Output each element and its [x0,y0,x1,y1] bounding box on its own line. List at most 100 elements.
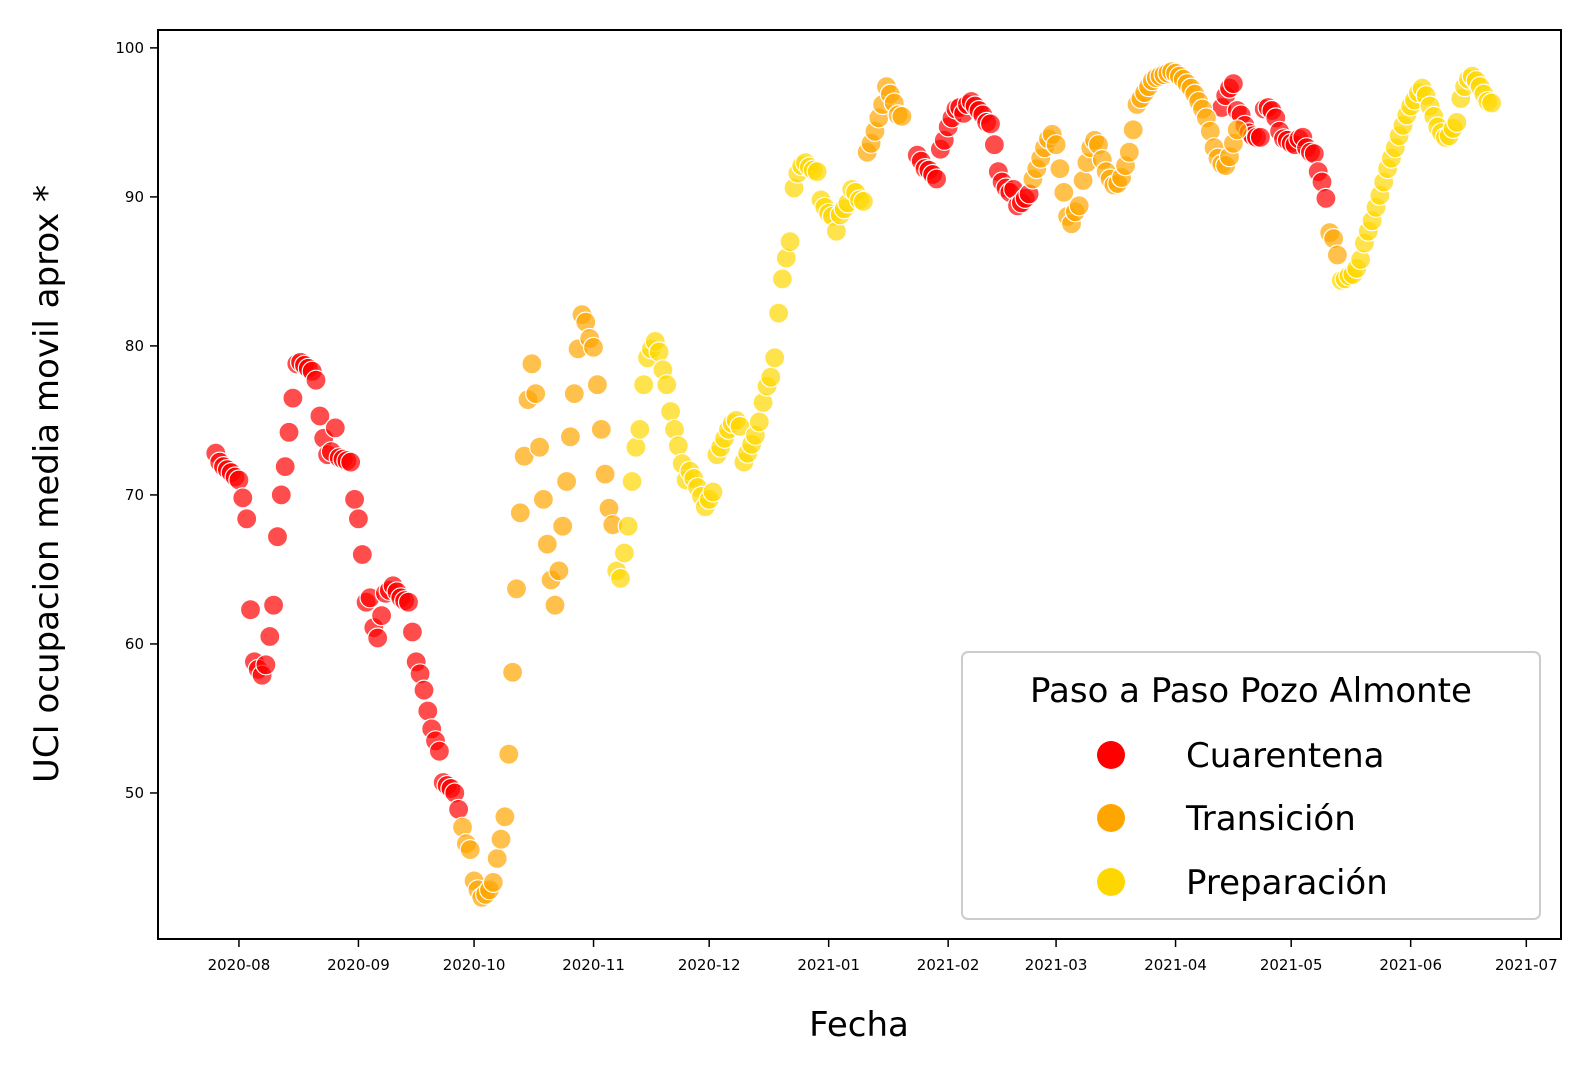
data-point-cuarentena [344,488,366,510]
data-point-transicion [582,336,605,358]
data-point-transicion [1226,119,1248,141]
data-point-cuarentena [274,456,296,478]
data-point-cuarentena [228,469,250,491]
data-point-preparacion [852,190,875,212]
x-tick-label: 2021-03 [1025,956,1088,974]
x-axis: 2020-08 2020-09 2020-10 2020-11 2020-12 2021-… [208,939,1558,974]
data-point-transicion [459,838,481,861]
legend-title: Paso a Paso Pozo Almonte [1030,671,1472,711]
data-point-cuarentena [324,417,346,439]
data-point-preparacion [617,515,639,537]
data-point-cuarentena [351,543,373,566]
plot-frame [157,29,1562,940]
data-point-preparacion [760,366,782,388]
legend-entry-preparacion: Preparación [1097,863,1388,903]
data-point-preparacion [767,302,790,324]
legend-marker-cuarentena [1097,741,1125,769]
legend-label-cuarentena: Cuarentena [1186,736,1384,776]
data-point-transicion [1049,158,1071,180]
data-point-preparacion [625,436,647,458]
data-point-preparacion [702,481,724,503]
data-point-cuarentena [371,604,393,627]
data-point-preparacion [648,341,670,363]
data-point-transicion [498,743,520,765]
x-tick-label: 2020-12 [678,956,741,974]
data-point-cuarentena [401,621,423,643]
data-point-transicion [552,515,574,537]
data-point-cuarentena [1222,72,1245,95]
data-point-cuarentena [263,594,285,616]
y-tick-label: 50 [125,784,144,802]
data-point-preparacion [764,347,786,369]
legend-entry-transicion: Transición [1097,799,1356,839]
data-point-transicion [1068,195,1090,217]
data-point-cuarentena [282,387,304,409]
x-tick-label: 2020-10 [443,956,506,974]
data-point-transicion [559,426,582,448]
data-point-transicion [532,488,555,510]
data-point-transicion [1045,134,1067,156]
x-tick-label: 2021-04 [1144,956,1207,974]
data-point-preparacion [656,374,678,396]
data-point-preparacion [806,161,828,183]
data-point-cuarentena [925,168,948,190]
legend-marker-preparacion [1097,868,1125,896]
y-axis: 50 60 70 80 90 100 [115,39,158,802]
data-point-transicion [594,463,616,485]
data-point-cuarentena [239,599,262,621]
data-point-preparacion [613,542,636,564]
x-tick-label: 2020-08 [208,956,271,974]
data-point-cuarentena [983,134,1006,156]
data-point-cuarentena [255,654,277,676]
data-point-cuarentena [417,700,439,722]
data-point-preparacion [659,400,682,423]
x-tick-label: 2021-01 [797,956,860,974]
data-point-cuarentena [347,508,369,530]
data-point-preparacion [609,567,632,590]
legend-label-preparacion: Preparación [1186,863,1388,903]
y-tick-label: 80 [125,337,144,355]
data-point-transicion [490,828,512,850]
data-point-transicion [548,560,570,582]
legend-box [961,651,1541,920]
data-point-cuarentena [1315,187,1337,209]
x-tick-label: 2021-06 [1379,956,1442,974]
data-point-preparacion [667,435,689,457]
data-point-cuarentena [305,369,327,391]
data-point-cuarentena [278,421,300,443]
data-point-cuarentena [259,625,281,648]
data-point-transicion [509,502,531,524]
data-point-transicion [1072,169,1094,192]
data-point-preparacion [1480,92,1503,114]
data-point-cuarentena [397,591,420,613]
legend-marker-transicion [1097,804,1125,832]
data-point-transicion [544,594,566,616]
y-tick-label: 70 [125,486,144,504]
data-point-transicion [482,871,504,894]
data-point-transicion [486,847,508,870]
x-axis-label: Fecha [809,1005,909,1045]
data-point-transicion [563,383,585,405]
data-point-transicion [536,533,558,555]
data-points [205,61,1503,908]
data-point-transicion [586,374,609,396]
legend: Paso a Paso Pozo Almonte Cuarentena Tran… [961,651,1541,920]
x-tick-label: 2020-11 [562,956,625,974]
data-point-preparacion [621,470,643,493]
data-point-cuarentena [266,526,289,548]
data-point-cuarentena [232,487,254,509]
data-point-transicion [891,105,913,128]
y-tick-label: 100 [115,39,144,57]
data-point-cuarentena [428,740,450,762]
data-point-cuarentena [448,798,470,821]
data-point-cuarentena [236,508,258,530]
y-axis-label: UCI ocupacion media movil aprox * [27,185,67,783]
data-point-transicion [1053,181,1075,203]
data-point-cuarentena [309,405,331,427]
data-point-cuarentena [1303,143,1325,165]
data-point-transicion [525,383,547,405]
data-point-preparacion [633,374,655,396]
data-point-transicion [555,470,578,493]
data-point-cuarentena [367,627,389,649]
